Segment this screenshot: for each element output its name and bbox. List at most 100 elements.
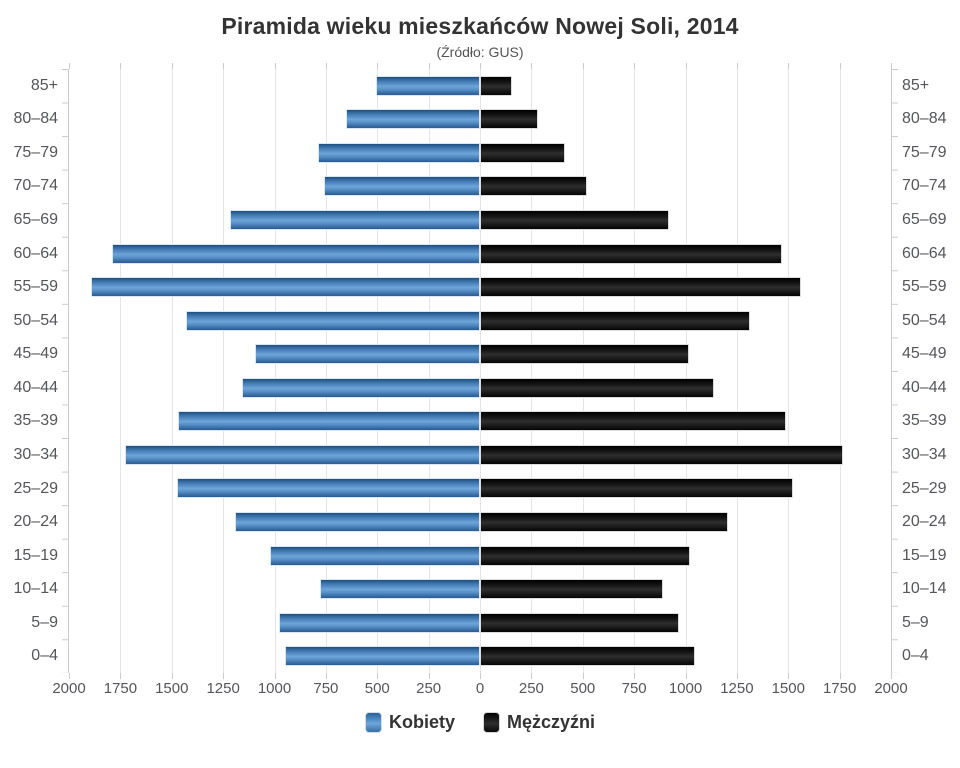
female-bar-15–19[interactable]	[270, 545, 480, 566]
pyramid-row	[69, 472, 891, 506]
age-label-right: 10–14	[902, 580, 947, 598]
male-bar-75–79[interactable]	[480, 142, 566, 163]
male-bar-65–69[interactable]	[480, 209, 670, 230]
x-axis-tick	[634, 63, 636, 69]
age-label-right: 55–59	[902, 278, 947, 296]
gridline	[428, 69, 430, 673]
gridline	[531, 69, 533, 673]
x-tick-label: 500	[364, 680, 390, 697]
pyramid-row	[69, 539, 891, 573]
male-bar-20–24[interactable]	[480, 511, 728, 532]
age-label-left: 20–24	[13, 513, 59, 531]
y-axis-labels-right: 85+ 80–84 75–79 70–74 65–69 60–64 55–59 50–54 45…	[892, 69, 948, 673]
x-axis-tick	[839, 673, 841, 679]
male-bar-45–49[interactable]	[480, 344, 689, 365]
male-bar-10–14[interactable]	[480, 579, 663, 600]
female-bar-50–54[interactable]	[186, 310, 480, 331]
gridline	[223, 69, 225, 673]
pyramid-row	[69, 505, 891, 539]
male-bar-85+[interactable]	[480, 75, 512, 96]
male-bar-15–19[interactable]	[480, 545, 690, 566]
age-label-right: 80–84	[902, 110, 947, 128]
x-axis-tick	[582, 63, 584, 69]
male-bar-40–44[interactable]	[480, 377, 715, 398]
x-tick-label: 750	[313, 680, 339, 697]
female-bar-75–79[interactable]	[317, 142, 480, 163]
x-tick-label: 1750	[822, 680, 857, 697]
x-tick-label: 1000	[257, 680, 292, 697]
x-axis: 2000 1750 1500 1250 1000 750 500 250 0 250 500 750 1…	[12, 674, 948, 700]
x-axis-tick	[531, 673, 533, 679]
legend-item-kobiety[interactable]: Kobiety	[364, 712, 455, 733]
female-bar-5–9[interactable]	[278, 612, 480, 633]
gridline	[839, 69, 841, 673]
male-bar-35–39[interactable]	[480, 411, 787, 432]
age-label-left: 10–14	[13, 580, 59, 598]
pyramid-row	[69, 337, 891, 371]
pyramid-row	[69, 438, 891, 472]
female-bar-80–84[interactable]	[346, 109, 480, 130]
female-bar-85+[interactable]	[376, 75, 480, 96]
age-label-right: 45–49	[902, 345, 947, 363]
female-bar-25–29[interactable]	[176, 478, 480, 499]
male-bar-80–84[interactable]	[480, 109, 538, 130]
y-axis-labels-left: 85+ 80–84 75–79 70–74 65–69 60–64 55–59 50–54 45…	[12, 69, 68, 673]
x-axis-tick	[120, 63, 122, 69]
male-bar-60–64[interactable]	[480, 243, 783, 264]
x-tick-label: 250	[518, 680, 544, 697]
female-bar-0–4[interactable]	[284, 646, 480, 667]
gridline	[120, 69, 122, 673]
pyramid-row	[69, 639, 891, 673]
gridline	[582, 69, 584, 673]
age-label-left: 30–34	[13, 445, 59, 463]
x-axis-tick	[531, 63, 533, 69]
female-bar-55–59[interactable]	[90, 277, 480, 298]
male-bar-30–34[interactable]	[480, 444, 843, 465]
age-label-right: 65–69	[902, 211, 947, 229]
x-tick-label: 500	[570, 680, 596, 697]
female-bar-65–69[interactable]	[230, 209, 480, 230]
age-label-right: 35–39	[902, 412, 947, 430]
x-axis-tick	[582, 673, 584, 679]
male-bar-50–54[interactable]	[480, 310, 751, 331]
age-label-left: 70–74	[13, 177, 59, 195]
x-axis-tick	[480, 63, 481, 69]
gridline	[325, 69, 327, 673]
female-bar-45–49[interactable]	[254, 344, 480, 365]
x-axis-tick	[788, 673, 790, 679]
x-axis-tick	[891, 63, 892, 69]
x-axis-tick	[428, 673, 430, 679]
chart-subtitle: (Źródło: GUS)	[436, 44, 524, 60]
gridline	[685, 69, 687, 673]
age-label-right: 60–64	[902, 244, 947, 262]
legend-label: Kobiety	[388, 712, 455, 732]
x-axis-tick	[325, 673, 327, 679]
x-axis-tick	[736, 673, 738, 679]
pyramid-row	[69, 405, 891, 439]
female-bar-35–39[interactable]	[177, 411, 480, 432]
y-axis-ticks-right	[892, 69, 898, 673]
male-bar-0–4[interactable]	[480, 646, 695, 667]
female-bar-60–64[interactable]	[112, 243, 480, 264]
female-bar-40–44[interactable]	[241, 377, 480, 398]
pyramid-row	[69, 304, 891, 338]
pyramid-row	[69, 606, 891, 640]
male-bar-55–59[interactable]	[480, 277, 801, 298]
male-bar-70–74[interactable]	[480, 176, 587, 197]
legend-item-mezczyzni[interactable]: Mężczyźni	[482, 712, 595, 733]
x-axis-labels: 2000 1750 1500 1250 1000 750 500 250 0 250 500 750 1…	[52, 674, 907, 700]
pyramid-row	[69, 572, 891, 606]
x-axis-tick	[839, 63, 841, 69]
female-bar-70–74[interactable]	[323, 176, 480, 197]
age-label-left: 25–29	[13, 479, 59, 497]
female-bar-30–34[interactable]	[124, 444, 480, 465]
x-tick-label: 2000	[874, 680, 908, 697]
female-bar-10–14[interactable]	[319, 579, 480, 600]
age-label-left: 15–19	[13, 546, 59, 564]
plot-region: 85+ 80–84 75–79 70–74 65–69 60–64 55–59 50–54 45…	[12, 63, 948, 679]
gridline	[736, 69, 738, 673]
male-bar-25–29[interactable]	[480, 478, 794, 499]
female-bar-20–24[interactable]	[235, 511, 480, 532]
male-bar-5–9[interactable]	[480, 612, 680, 633]
x-tick-label: 1500	[771, 680, 805, 697]
